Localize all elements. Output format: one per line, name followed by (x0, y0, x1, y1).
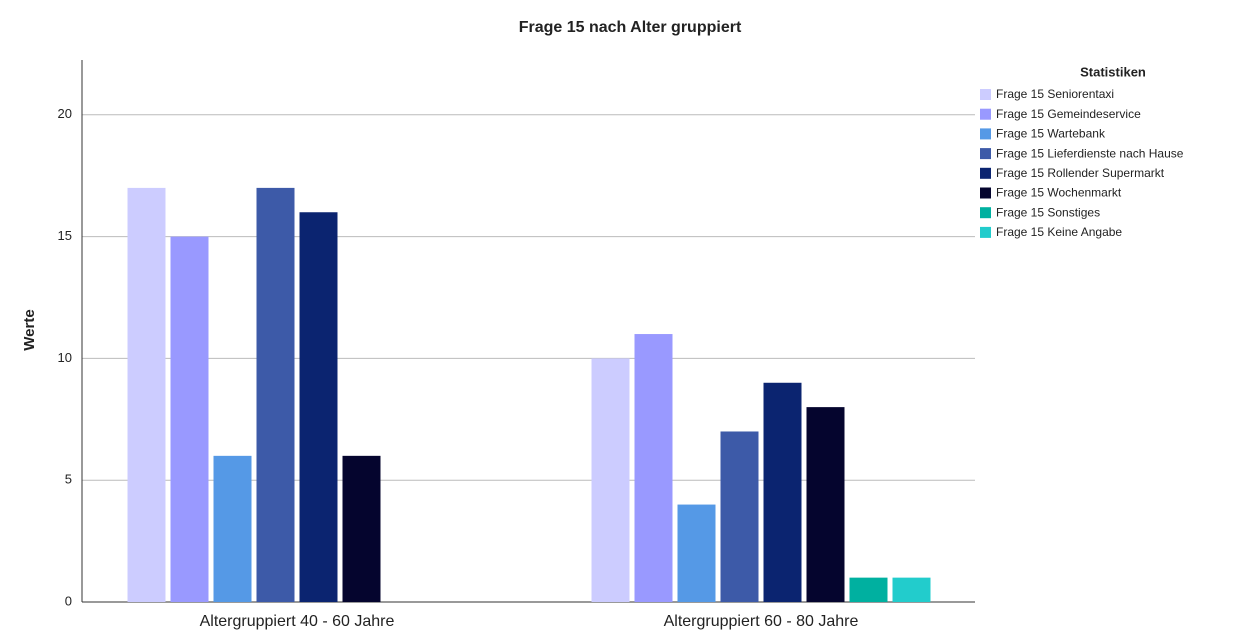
bar (763, 382, 802, 602)
legend-swatch (980, 207, 991, 219)
y-tick-label: 10 (58, 350, 72, 365)
bar (342, 455, 381, 602)
bar (591, 358, 630, 602)
legend-swatch (980, 187, 991, 199)
y-tick-label: 15 (58, 228, 72, 243)
legend-swatch (980, 226, 991, 238)
bar (127, 187, 166, 602)
bar (892, 577, 931, 602)
bar (213, 455, 252, 602)
x-tick-label: Altergruppiert 60 - 80 Jahre (664, 613, 859, 630)
legend-label: Frage 15 Rollender Supermarkt (996, 166, 1165, 180)
y-tick-label: 5 (65, 472, 72, 487)
legend-swatch (980, 128, 991, 140)
bar (634, 334, 673, 602)
bar (677, 504, 716, 602)
y-axis-label: Werte (21, 309, 38, 350)
bar (720, 431, 759, 602)
bar (849, 577, 888, 602)
legend-label: Frage 15 Gemeindeservice (996, 107, 1141, 121)
bar (299, 212, 338, 602)
legend-swatch (980, 89, 991, 100)
bar (256, 187, 295, 602)
bar (170, 236, 209, 602)
y-tick-label: 0 (65, 593, 72, 608)
bar (806, 407, 845, 602)
y-tick-label: 20 (58, 106, 72, 121)
legend-swatch (980, 167, 991, 179)
legend-swatch (980, 108, 991, 120)
legend-label: Frage 15 Seniorentaxi (996, 87, 1114, 101)
x-tick-label: Altergruppiert 40 - 60 Jahre (200, 613, 395, 630)
legend-title: Statistiken (1080, 64, 1146, 79)
chart-title: Frage 15 nach Alter gruppiert (519, 19, 742, 36)
legend-swatch (980, 148, 991, 160)
legend-label: Frage 15 Lieferdienste nach Hause (996, 146, 1184, 160)
legend-label: Frage 15 Wochenmarkt (996, 186, 1122, 200)
legend-label: Frage 15 Wartebank (996, 127, 1106, 141)
legend-label: Frage 15 Sonstiges (996, 205, 1100, 219)
legend-label: Frage 15 Keine Angabe (996, 225, 1122, 239)
